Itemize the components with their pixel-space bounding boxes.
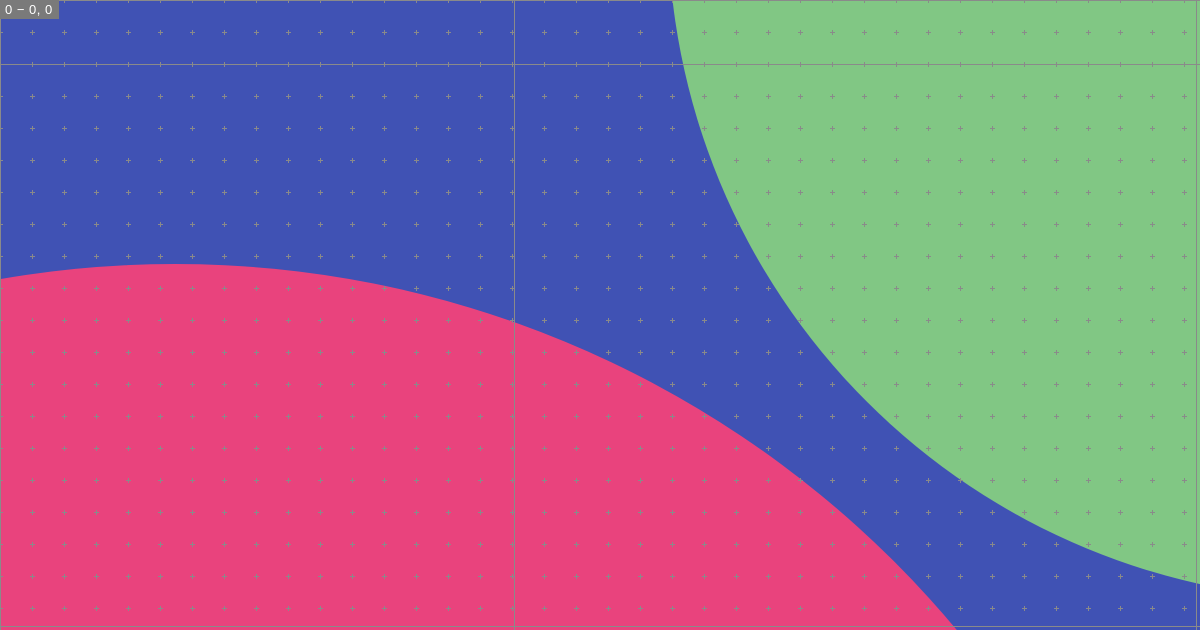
tile-coordinate-badge: 0 − 0, 0 [0, 0, 59, 19]
